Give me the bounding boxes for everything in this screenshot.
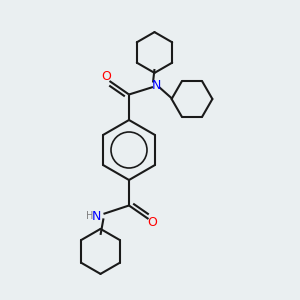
Text: O: O [147, 216, 157, 229]
Text: N: N [91, 210, 101, 223]
Text: O: O [102, 70, 111, 83]
Text: H: H [86, 211, 93, 221]
Text: N: N [152, 79, 161, 92]
